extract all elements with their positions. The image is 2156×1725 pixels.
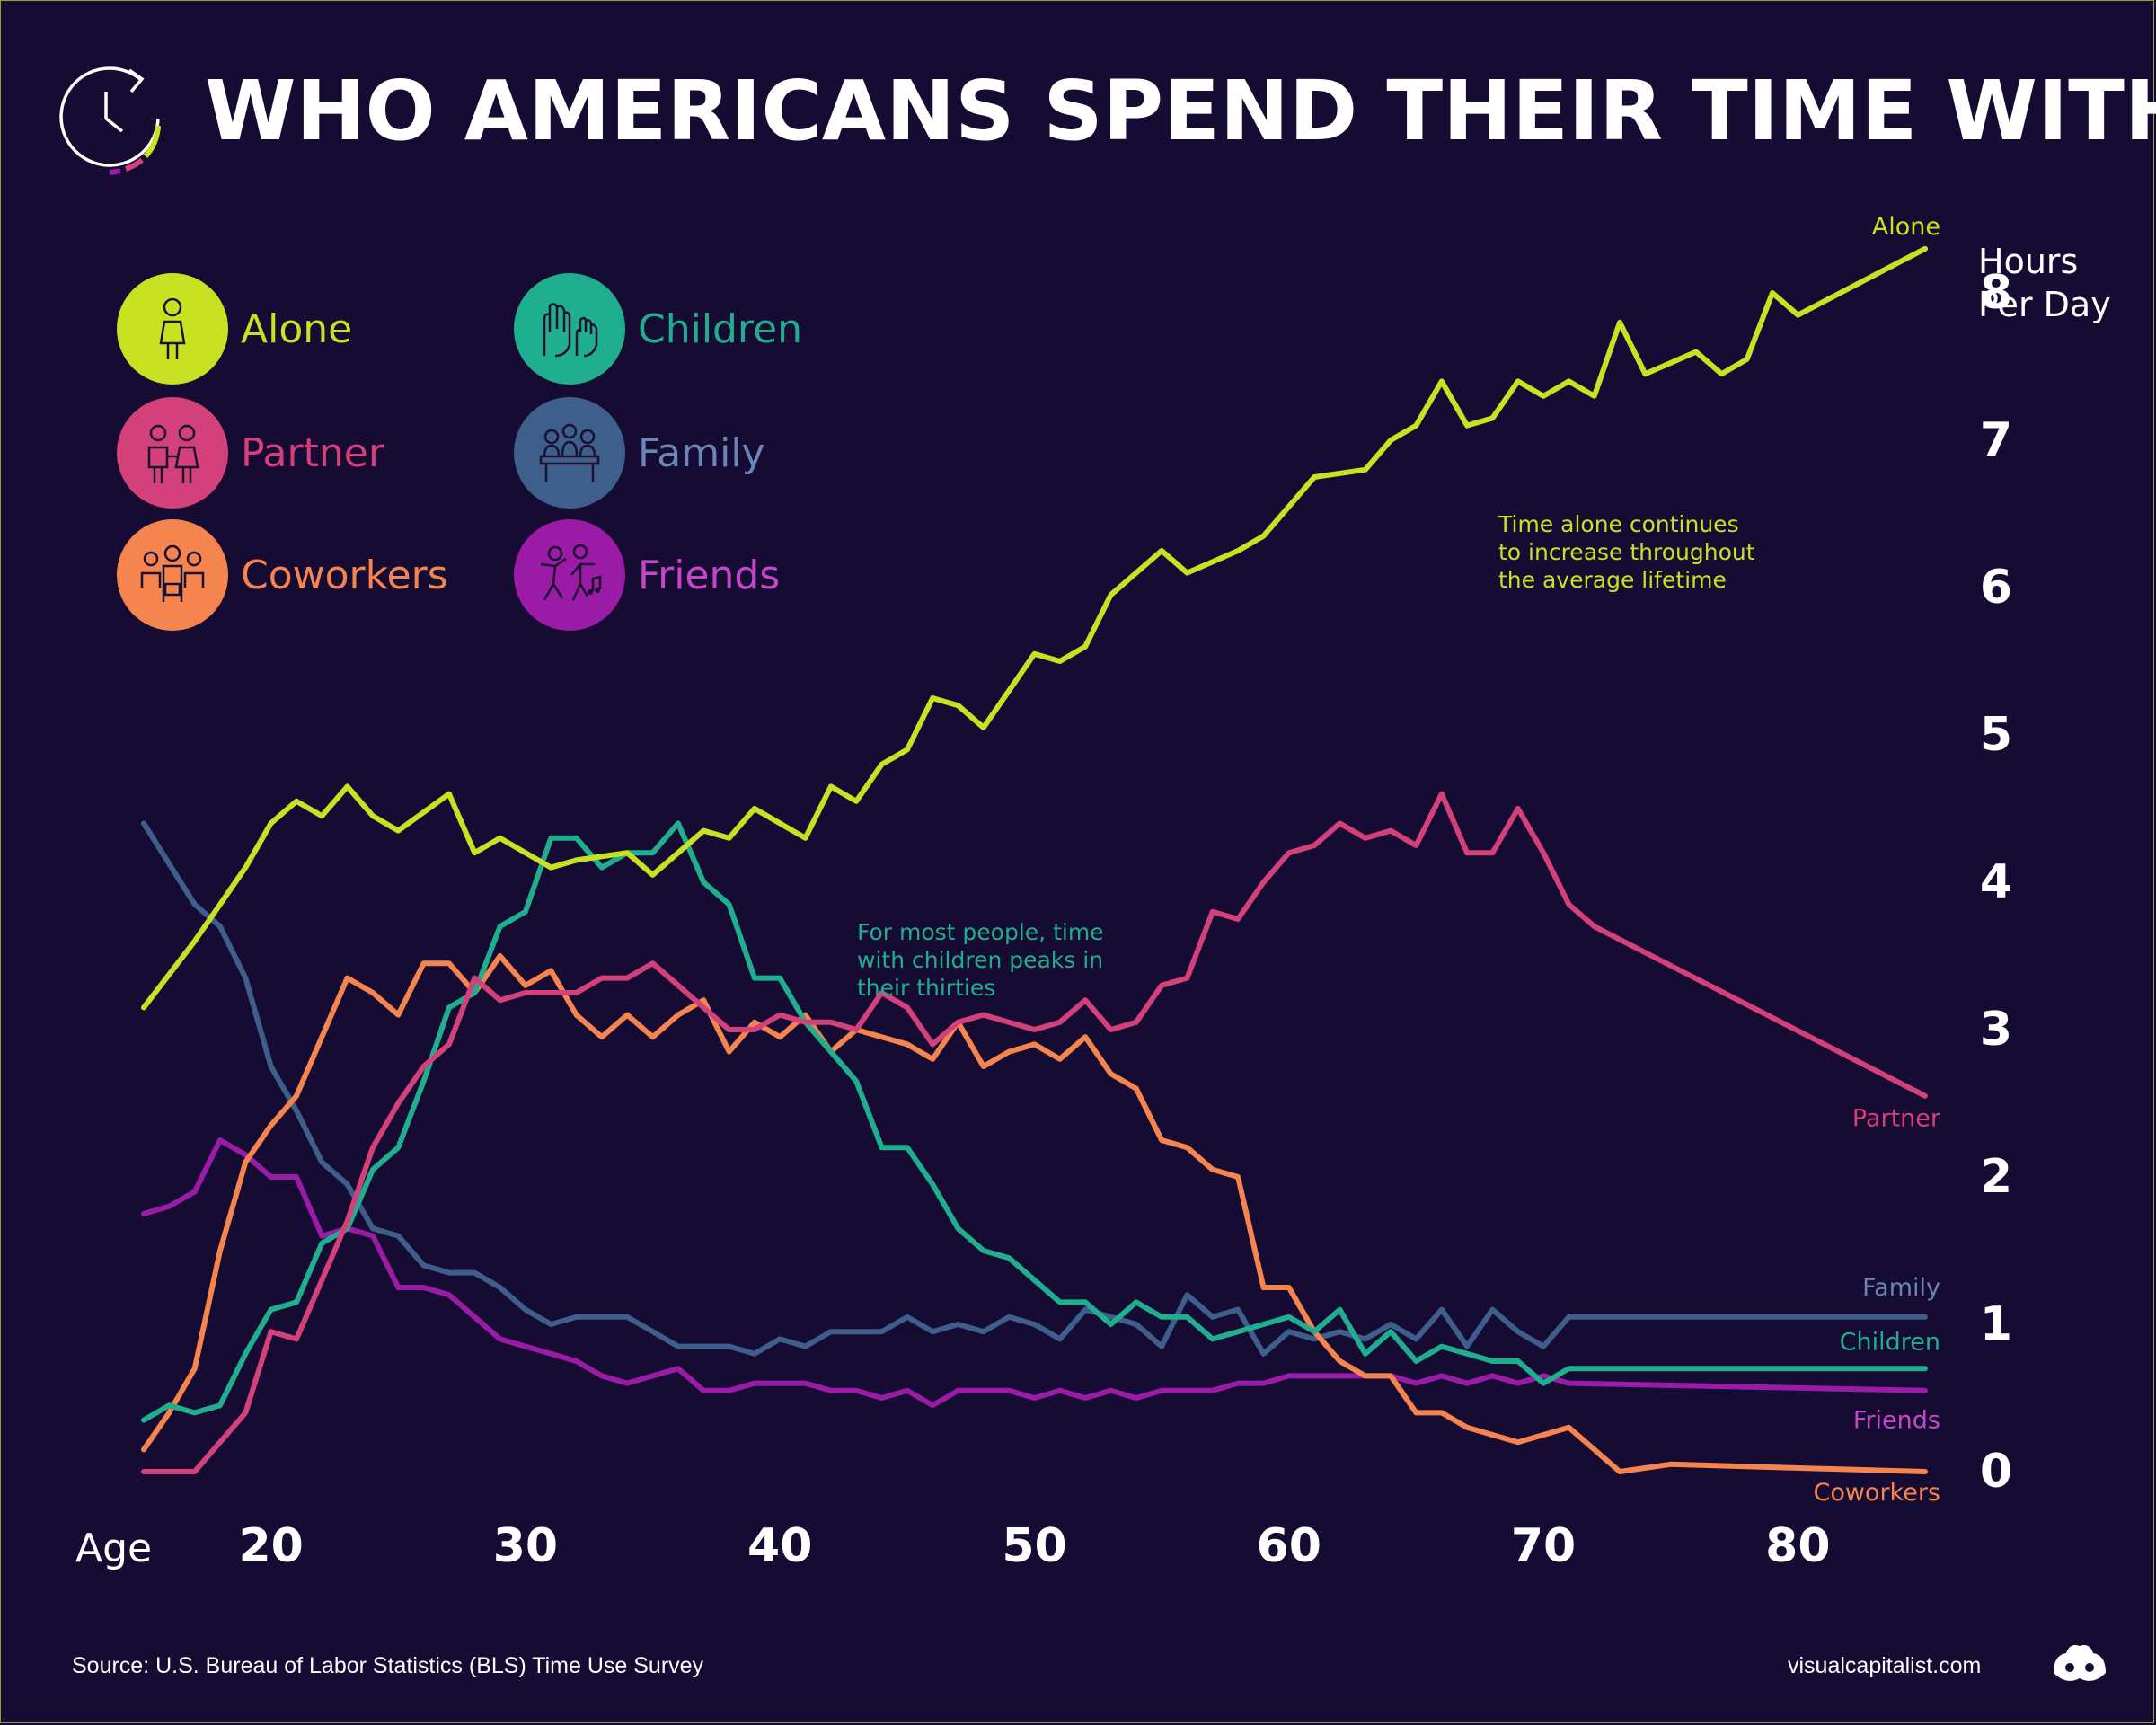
x-tick-label: 60 xyxy=(1257,1519,1321,1573)
legend-item-family: Family xyxy=(514,397,765,509)
y-tick-label: 7 xyxy=(1980,413,2012,467)
legend-item-partner: Partner xyxy=(117,397,384,509)
legend-item-coworkers: Coworkers xyxy=(117,519,448,631)
brand-logo-icon xyxy=(2054,1645,2106,1681)
y-tick-label: 1 xyxy=(1980,1297,2012,1351)
couple-icon xyxy=(117,397,228,509)
x-axis-ticks: 20 30 40 50 60 70 80 xyxy=(238,1519,1830,1573)
legend-label-alone: Alone xyxy=(241,305,353,352)
y-axis-title: Hours Per Day xyxy=(1978,242,2111,324)
annotation-line: For most people, time xyxy=(857,919,1104,945)
end-label-partner: Partner xyxy=(1852,1104,1941,1132)
annotation-line: with children peaks in xyxy=(857,947,1103,973)
source-note: Source: U.S. Bureau of Labor Statistics … xyxy=(72,1653,704,1678)
x-tick-label: 50 xyxy=(1002,1519,1066,1573)
legend-item-children: Children xyxy=(514,273,802,385)
y-tick-label: 2 xyxy=(1980,1150,2012,1204)
x-tick-label: 20 xyxy=(238,1519,303,1573)
legend-item-alone: Alone xyxy=(117,273,352,385)
legend-label-coworkers: Coworkers xyxy=(241,552,448,598)
y-tick-label: 4 xyxy=(1980,855,2012,909)
x-tick-label: 80 xyxy=(1765,1519,1830,1573)
site-credit: visualcapitalist.com xyxy=(1788,1653,1982,1678)
person-alone-icon xyxy=(117,273,228,385)
annotation-line: to increase throughout xyxy=(1498,539,1755,565)
y-tick-label: 5 xyxy=(1980,708,2012,762)
end-label-children: Children xyxy=(1840,1329,1940,1357)
legend-label-friends: Friends xyxy=(638,552,781,598)
legend-label-children: Children xyxy=(638,305,803,352)
x-axis-title: Age xyxy=(75,1526,152,1571)
x-tick-label: 40 xyxy=(747,1519,812,1573)
series-lines xyxy=(141,245,1928,1474)
annotation-line: the average lifetime xyxy=(1498,567,1727,593)
series-line-alone xyxy=(141,245,1928,1011)
end-label-friends: Friends xyxy=(1853,1407,1940,1435)
end-label-family: Family xyxy=(1862,1274,1940,1302)
y-tick-label: 6 xyxy=(1980,561,2012,615)
y-axis-title-line-1: Hours xyxy=(1978,242,2078,281)
end-label-alone: Alone xyxy=(1872,213,1940,241)
y-tick-label: 8 xyxy=(1980,266,2012,320)
y-axis-ticks: 0 1 2 3 4 5 6 7 8 xyxy=(1980,266,2012,1499)
series-line-family xyxy=(141,820,1928,1357)
clock-refresh-icon xyxy=(59,66,161,175)
series-line-friends xyxy=(141,1137,1928,1409)
legend-label-family: Family xyxy=(638,429,765,476)
family-table-icon xyxy=(514,397,625,509)
annotation-line: Time alone continues xyxy=(1498,511,1739,537)
y-axis-title-line-2: Per Day xyxy=(1978,285,2111,324)
friends-dancing-icon xyxy=(514,519,625,631)
x-tick-label: 30 xyxy=(493,1519,558,1573)
legend-item-friends: Friends xyxy=(514,519,780,631)
series-line-children xyxy=(141,820,1928,1423)
chart-title: WHO AMERICANS SPEND THEIR TIME WITH xyxy=(205,63,2156,159)
annotation-line: their thirties xyxy=(857,975,995,1001)
series-line-coworkers xyxy=(141,953,1928,1474)
coworkers-icon xyxy=(117,519,228,631)
y-tick-label: 3 xyxy=(1980,1003,2012,1057)
legend-label-partner: Partner xyxy=(241,429,384,476)
hands-icon xyxy=(514,273,625,385)
series-end-labels: Alone Partner Coworkers Children Family Frien… xyxy=(1813,213,1940,1507)
y-tick-label: 0 xyxy=(1980,1445,2012,1499)
series-line-partner xyxy=(141,791,1928,1474)
end-label-coworkers: Coworkers xyxy=(1813,1479,1940,1507)
x-tick-label: 70 xyxy=(1511,1519,1576,1573)
